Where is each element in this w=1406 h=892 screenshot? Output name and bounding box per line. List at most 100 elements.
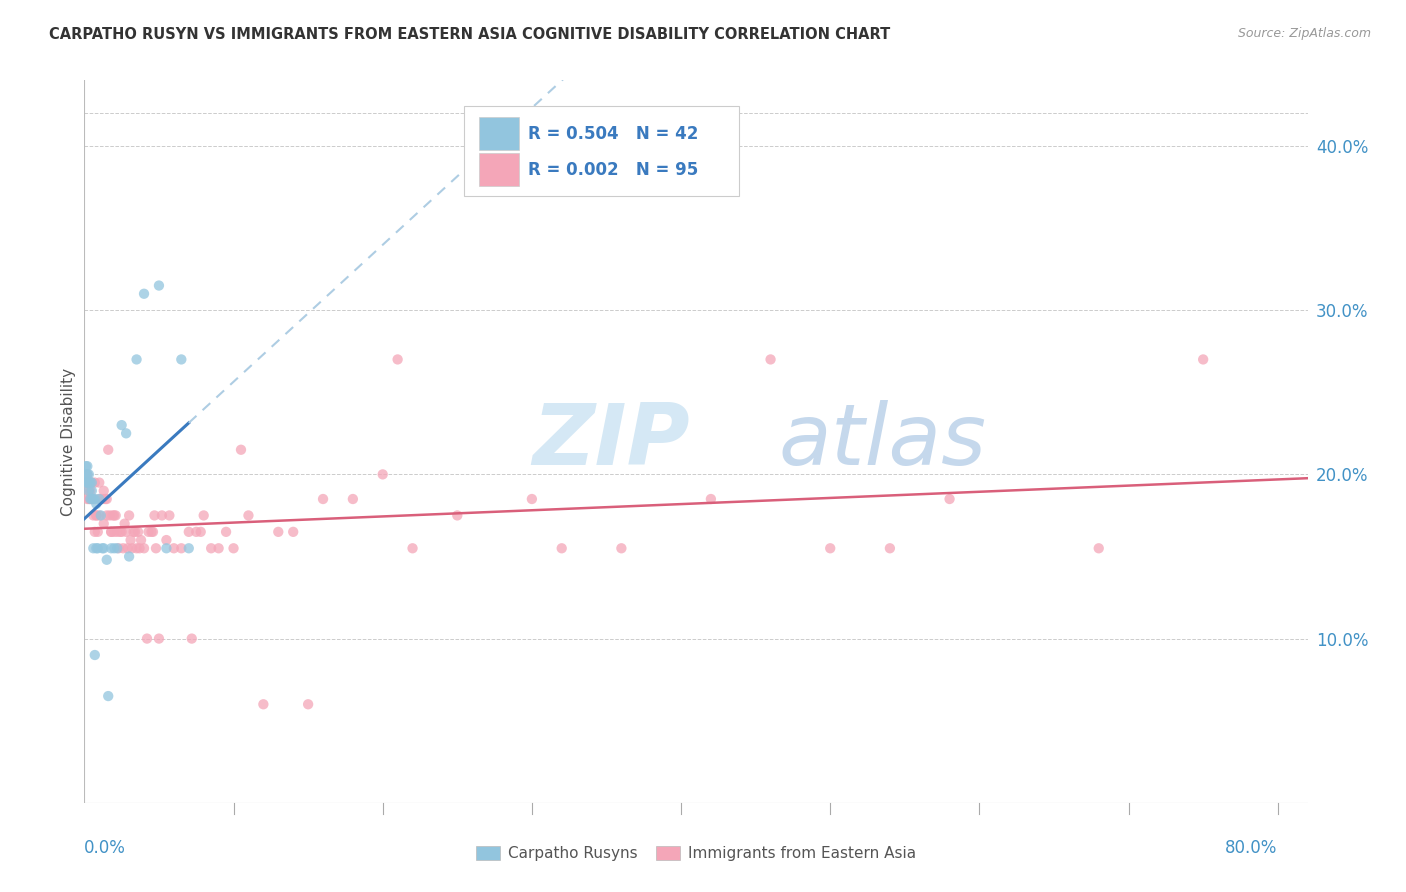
Point: [520, 491, 543, 506]
Point: [80, 483, 103, 498]
Text: atlas: atlas: [778, 400, 986, 483]
Point: [148, 632, 170, 646]
Point: [93, 483, 115, 498]
Point: [127, 524, 149, 539]
Point: [100, 524, 122, 539]
Text: 80.0%: 80.0%: [1226, 838, 1278, 857]
Point: [87, 524, 110, 539]
Point: [83, 524, 105, 539]
Point: [79, 491, 101, 506]
Point: [84, 508, 107, 523]
Point: [180, 632, 202, 646]
Point: [252, 698, 274, 712]
Point: [89, 491, 111, 506]
Point: [82, 491, 104, 506]
Point: [129, 533, 152, 547]
Point: [132, 541, 155, 556]
Point: [76, 491, 98, 506]
Point: [83, 491, 105, 506]
Text: 0.0%: 0.0%: [84, 838, 127, 857]
Point: [121, 541, 143, 556]
Point: [79, 483, 101, 498]
Point: [82, 508, 104, 523]
Point: [387, 352, 409, 367]
Point: [84, 497, 107, 511]
Point: [132, 286, 155, 301]
Point: [118, 549, 141, 564]
Point: [238, 508, 260, 523]
Point: [107, 541, 129, 556]
Point: [83, 475, 105, 490]
Point: [108, 524, 131, 539]
Point: [91, 541, 114, 556]
Point: [371, 467, 394, 482]
Point: [75, 475, 97, 490]
Point: [1087, 541, 1109, 556]
Point: [80, 475, 103, 490]
Point: [80, 475, 103, 490]
Point: [118, 508, 141, 523]
Point: [138, 524, 160, 539]
Point: [94, 491, 117, 506]
Text: Source: ZipAtlas.com: Source: ZipAtlas.com: [1237, 27, 1371, 40]
FancyBboxPatch shape: [464, 105, 738, 196]
Point: [97, 689, 120, 703]
FancyBboxPatch shape: [479, 117, 519, 151]
Point: [77, 475, 100, 490]
Point: [125, 352, 148, 367]
Point: [77, 467, 100, 482]
Point: [759, 352, 782, 367]
Point: [76, 467, 98, 482]
Point: [610, 541, 633, 556]
Point: [77, 483, 100, 498]
Point: [80, 491, 103, 506]
Point: [105, 541, 128, 556]
Point: [297, 698, 319, 712]
FancyBboxPatch shape: [479, 153, 519, 186]
Point: [170, 541, 193, 556]
Point: [114, 516, 136, 531]
Point: [112, 541, 135, 556]
Point: [207, 541, 229, 556]
Point: [155, 533, 177, 547]
Point: [150, 508, 173, 523]
Text: CARPATHO RUSYN VS IMMIGRANTS FROM EASTERN ASIA COGNITIVE DISABILITY CORRELATION : CARPATHO RUSYN VS IMMIGRANTS FROM EASTER…: [49, 27, 890, 42]
Point: [155, 541, 177, 556]
Point: [96, 491, 118, 506]
Point: [312, 491, 335, 506]
Point: [75, 459, 97, 474]
Point: [84, 541, 107, 556]
Text: R = 0.002   N = 95: R = 0.002 N = 95: [529, 161, 699, 179]
Point: [91, 491, 114, 506]
Point: [177, 541, 200, 556]
Point: [283, 524, 305, 539]
Point: [103, 541, 125, 556]
Point: [115, 524, 138, 539]
Point: [222, 541, 245, 556]
Point: [101, 508, 124, 523]
Point: [79, 491, 101, 506]
Point: [1192, 352, 1215, 367]
Point: [128, 541, 150, 556]
Point: [117, 541, 139, 556]
Y-axis label: Cognitive Disability: Cognitive Disability: [60, 368, 76, 516]
Point: [82, 541, 104, 556]
Point: [89, 475, 111, 490]
Point: [104, 508, 127, 523]
Point: [157, 508, 180, 523]
Point: [87, 541, 110, 556]
Point: [229, 442, 252, 457]
Point: [267, 524, 290, 539]
Point: [938, 491, 960, 506]
Point: [105, 524, 128, 539]
Point: [177, 524, 200, 539]
Point: [879, 541, 901, 556]
Text: ZIP: ZIP: [531, 400, 689, 483]
Legend: Carpatho Rusyns, Immigrants from Eastern Asia: Carpatho Rusyns, Immigrants from Eastern…: [470, 840, 922, 867]
Point: [80, 491, 103, 506]
Point: [75, 475, 97, 490]
Point: [200, 541, 222, 556]
Point: [401, 541, 423, 556]
Point: [84, 508, 107, 523]
Point: [124, 524, 146, 539]
